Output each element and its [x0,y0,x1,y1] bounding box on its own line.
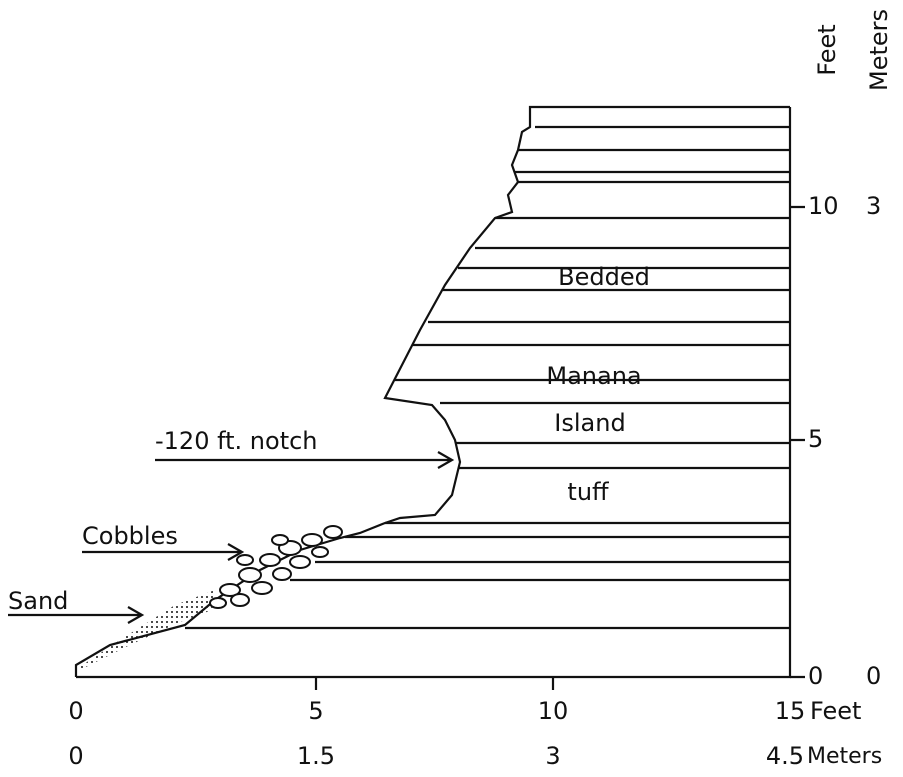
label: -120 ft. notch [155,427,318,455]
label: Island [554,409,625,437]
tick-label: 1.5 [297,742,335,770]
axis-unit: Feet [810,697,861,725]
diagram: Bedded Manana Island tuff -120 ft. notch… [0,0,903,773]
bed-lines [185,127,790,628]
label: Sand [8,587,68,615]
tick-label: 5 [308,697,323,725]
bottom-axis: 0 5 10 15 Feet 0 1.5 3 4.5 Meters [68,697,882,770]
arrows [8,207,805,690]
axis-title: Meters [865,9,893,91]
label: tuff [567,478,609,506]
cliff-profile [76,107,790,677]
frame [76,107,790,677]
tick-label: 0 [866,662,881,690]
label: Manana [546,362,641,390]
tick-label: 10 [808,192,839,220]
tick-label: 4.5 [766,742,804,770]
tick-label: 10 [538,697,569,725]
tick-label: 0 [68,697,83,725]
right-axis: Feet Meters 10 5 0 3 0 [808,9,893,690]
sand-deposit [78,590,215,670]
tick-label: 5 [808,425,823,453]
label: Bedded [558,263,650,291]
tick-label: 3 [866,192,881,220]
label: Cobbles [82,522,178,550]
cross-section [8,107,805,690]
tick-label: 3 [545,742,560,770]
tick-label: 15 [775,697,806,725]
axis-title: Feet [813,24,841,75]
tick-label: 0 [808,662,823,690]
axis-unit: Meters [807,744,882,769]
tick-label: 0 [68,742,83,770]
cobbles [210,526,342,608]
